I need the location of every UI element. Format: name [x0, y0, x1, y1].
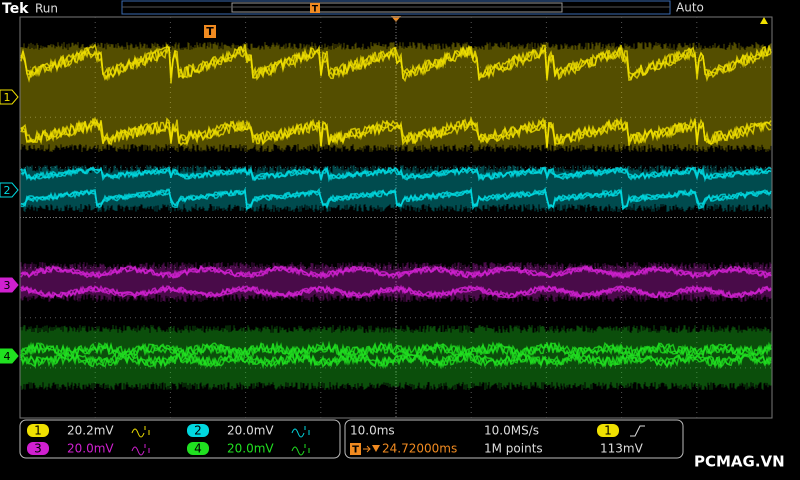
waveform-trace: [20, 340, 772, 359]
bandwidth-icon: [131, 428, 145, 438]
trigger-source: 1: [604, 424, 612, 438]
trigger-pos-box: [310, 3, 320, 13]
channel-marker-shape: [0, 348, 19, 364]
waveform-trace: [20, 284, 772, 300]
waveform-band: [20, 165, 772, 212]
trigger-box: [204, 25, 216, 38]
brand: Tek: [2, 1, 29, 17]
waveforms: [20, 42, 772, 390]
timebase: 10.0ms: [350, 424, 395, 438]
channel-badge: [187, 442, 209, 455]
channel-marker-shape: [0, 182, 19, 198]
channel-label: 3: [34, 442, 42, 456]
run-status: Run: [35, 2, 58, 16]
channel-label: 4: [194, 442, 202, 456]
channel-markers: 1 2 3 4: [0, 89, 19, 364]
trigger-pos-icon: [350, 443, 361, 455]
graticule: [19, 16, 773, 419]
record-length: 1M points: [484, 442, 543, 456]
channel-label: 1: [34, 424, 42, 438]
channel-badge: [187, 424, 209, 437]
bandwidth-icon: [291, 428, 305, 438]
channel-scale: 20.2mV: [67, 424, 114, 438]
channel-marker: 4: [4, 350, 11, 363]
channel-scale: 20.0mV: [227, 442, 274, 456]
waveform-trace: [20, 117, 772, 148]
channel-panel: [19, 419, 341, 459]
waveform-trace: [20, 115, 772, 147]
trigger-position: 24.72000ms: [382, 442, 457, 456]
trigger-pos-down: [372, 445, 380, 452]
channel-badge: [27, 424, 49, 437]
watermark: PCMAG.VN: [694, 453, 785, 471]
waveform-band: [20, 262, 772, 302]
slope-icon: [630, 425, 645, 437]
channel-marker: 1: [4, 91, 11, 104]
bandwidth-icon: [291, 446, 305, 456]
channel-scale: 20.0mV: [67, 442, 114, 456]
bandwidth-limit-icon: [144, 426, 150, 435]
bandwidth-icon: [131, 446, 145, 456]
channel-label: 2: [194, 424, 202, 438]
channel-marker: 2: [4, 184, 11, 197]
channel-scale: 20.0mV: [227, 424, 274, 438]
trigger-pos-arrow: [363, 445, 371, 453]
channel-marker-shape: [0, 89, 19, 105]
channel-badge: [27, 442, 49, 455]
trigger-marker: T: [206, 25, 214, 38]
waveform-trace: [20, 43, 772, 83]
trigger-pos-marker: T: [312, 5, 319, 15]
bandwidth-limit-icon: [144, 444, 150, 453]
bandwidth-limit-icon: [304, 426, 310, 435]
waveform-trace: [20, 165, 772, 183]
waveform-band: [20, 42, 772, 152]
bandwidth-limit-icon: [304, 444, 310, 453]
channel-readouts: 1 20.2mV 2 20.0mV 3 20.0mV 4 20.0mV: [27, 424, 310, 456]
level-arrow: [760, 17, 768, 24]
trigger-pos-letter: T: [352, 445, 359, 456]
channel-marker: 3: [4, 279, 11, 292]
waveform-trace: [20, 351, 772, 370]
waveform-trace: [20, 187, 772, 211]
trigger-source-badge: [597, 424, 619, 437]
trigger-level: 113mV: [600, 442, 644, 456]
trigger-mode: Auto: [676, 1, 704, 15]
channel-marker-shape: [0, 277, 19, 293]
sample-rate: 10.0MS/s: [484, 424, 539, 438]
waveform-trace: [20, 264, 772, 280]
